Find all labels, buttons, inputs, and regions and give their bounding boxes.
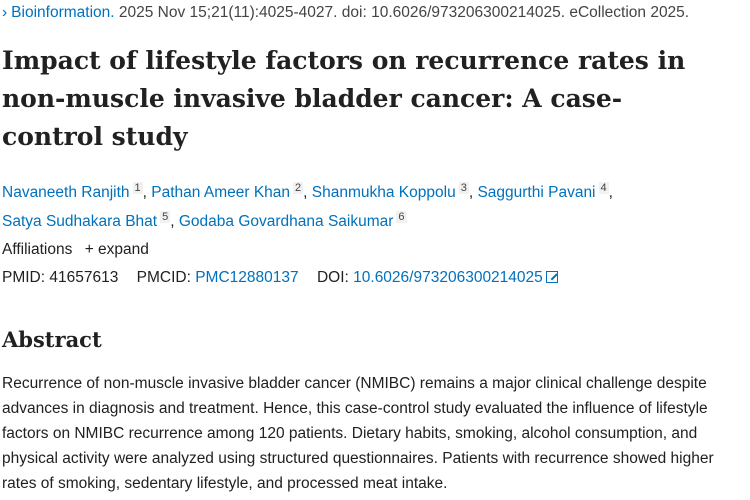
expand-affiliations-button[interactable]: + expand bbox=[84, 241, 149, 258]
doi-label: DOI: bbox=[316, 269, 349, 286]
author-link[interactable]: Navaneeth Ranjith bbox=[2, 184, 130, 202]
external-link-icon[interactable] bbox=[545, 271, 558, 283]
citation-line: › Bioinformation. 2025 Nov 15;21(11):4025… bbox=[2, 4, 689, 22]
article-title: Impact of lifestyle factors on recurrenc… bbox=[2, 46, 686, 151]
affiliation-ref[interactable]: 1 bbox=[132, 182, 143, 194]
chevron-right-icon[interactable]: › bbox=[2, 4, 8, 21]
abstract-text: Recurrence of non-muscle invasive bladde… bbox=[2, 375, 714, 492]
pmid-value: 41657613 bbox=[49, 269, 119, 286]
author-link[interactable]: Pathan Ameer Khan bbox=[151, 184, 291, 202]
author-list: Navaneeth Ranjith 1, Pathan Ameer Khan 2, … bbox=[2, 182, 613, 231]
affiliation-ref[interactable]: 6 bbox=[396, 211, 407, 224]
affiliations-row: Affiliations + expand bbox=[2, 241, 149, 259]
pmid-label: PMID: bbox=[2, 269, 46, 286]
pmcid-link[interactable]: PMC12880137 bbox=[195, 269, 299, 286]
doi-link[interactable]: 10.6026/973206300214025 bbox=[353, 269, 543, 286]
affiliation-ref[interactable]: 4 bbox=[598, 182, 609, 194]
author-link[interactable]: Godaba Govardhana Saikumar bbox=[178, 213, 394, 231]
identifiers-row: PMID: 41657613 PMCID: PMC12880137 DOI: 1… bbox=[2, 269, 558, 287]
affiliation-ref[interactable]: 3 bbox=[458, 182, 469, 194]
affiliations-label: Affiliations bbox=[2, 241, 73, 258]
journal-link[interactable]: Bioinformation. bbox=[11, 4, 115, 21]
pmcid-label: PMCID: bbox=[136, 269, 191, 286]
author-link[interactable]: Shanmukha Koppolu bbox=[311, 184, 456, 202]
author-link[interactable]: Satya Sudhakara Bhat bbox=[2, 213, 158, 231]
citation-details: 2025 Nov 15;21(11):4025-4027. doi: 10.60… bbox=[118, 4, 690, 21]
affiliation-ref[interactable]: 2 bbox=[293, 182, 304, 194]
author-link[interactable]: Saggurthi Pavani bbox=[477, 184, 596, 202]
affiliation-ref[interactable]: 5 bbox=[160, 211, 171, 224]
abstract-heading: Abstract bbox=[2, 327, 102, 352]
